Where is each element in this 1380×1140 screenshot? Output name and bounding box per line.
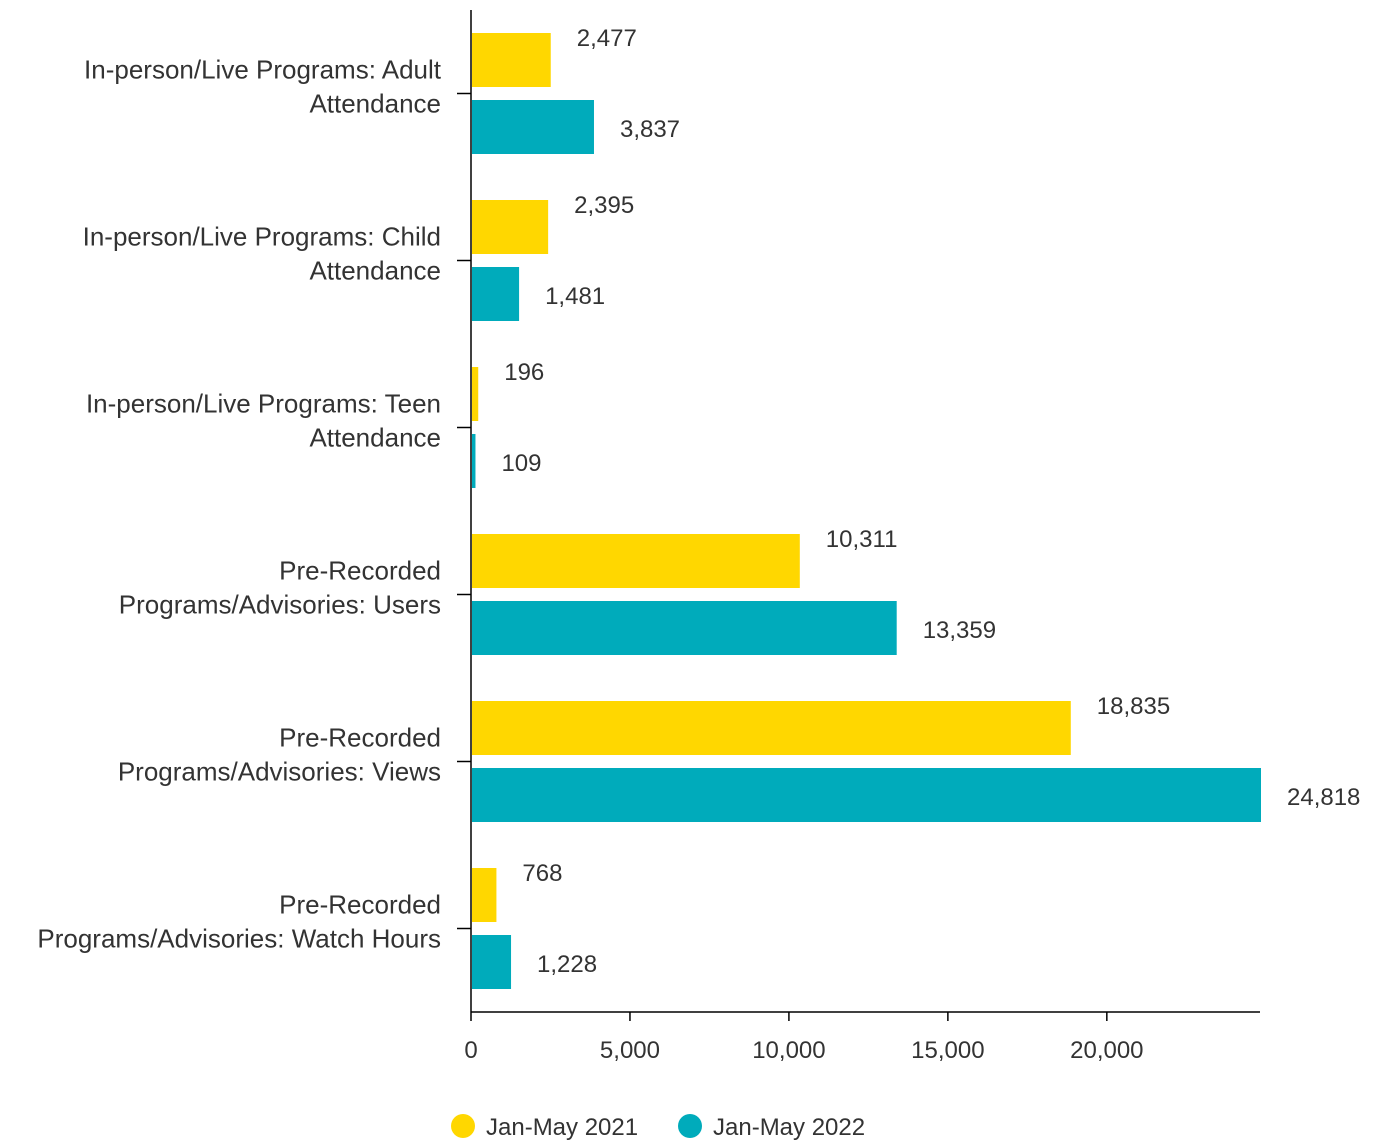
legend-marker	[678, 1114, 702, 1138]
data-label: 13,359	[923, 617, 996, 644]
bar-series1	[472, 200, 549, 254]
data-label: 18,835	[1097, 693, 1170, 720]
bar-series1	[472, 701, 1071, 755]
category-label: Attendance	[309, 256, 441, 286]
category-label: Pre-Recorded	[279, 890, 441, 920]
bar-series2	[472, 601, 897, 655]
category-label: Programs/Advisories: Views	[118, 757, 441, 787]
category-label: Pre-Recorded	[279, 723, 441, 753]
bar-series1	[472, 33, 551, 87]
category-label: In-person/Live Programs: Child	[83, 222, 441, 252]
bar-series1	[472, 367, 479, 421]
data-label: 109	[501, 450, 541, 477]
x-tick-label: 10,000	[752, 1037, 825, 1064]
x-tick-label: 20,000	[1070, 1037, 1143, 1064]
category-label: In-person/Live Programs: Teen	[86, 389, 441, 419]
data-label: 10,311	[826, 526, 898, 553]
category-label: Programs/Advisories: Users	[119, 590, 441, 620]
legend-label: Jan-May 2022	[713, 1114, 865, 1140]
bar-series2	[472, 434, 476, 488]
bar-series2	[472, 267, 520, 321]
data-label: 2,477	[577, 25, 637, 52]
data-label: 3,837	[620, 116, 680, 143]
x-tick-label: 0	[464, 1037, 477, 1064]
data-label: 2,395	[574, 192, 634, 219]
category-label: Attendance	[309, 89, 441, 119]
bar-series2	[472, 935, 512, 989]
bar-series2	[472, 768, 1261, 822]
bar-series1	[472, 534, 800, 588]
data-label: 196	[504, 359, 544, 386]
legend-marker	[451, 1114, 475, 1138]
x-tick-label: 5,000	[600, 1037, 660, 1064]
data-label: 768	[522, 860, 562, 887]
legend-label: Jan-May 2021	[486, 1114, 638, 1140]
category-label: Attendance	[309, 423, 441, 453]
data-label: 24,818	[1287, 784, 1360, 811]
category-label: Programs/Advisories: Watch Hours	[37, 924, 441, 954]
category-label: In-person/Live Programs: Adult	[84, 55, 442, 85]
category-label: Pre-Recorded	[279, 556, 441, 586]
data-label: 1,481	[545, 283, 605, 310]
bar-series1	[472, 868, 497, 922]
data-label: 1,228	[537, 951, 597, 978]
x-tick-label: 15,000	[911, 1037, 984, 1064]
bar-series2	[472, 100, 594, 154]
